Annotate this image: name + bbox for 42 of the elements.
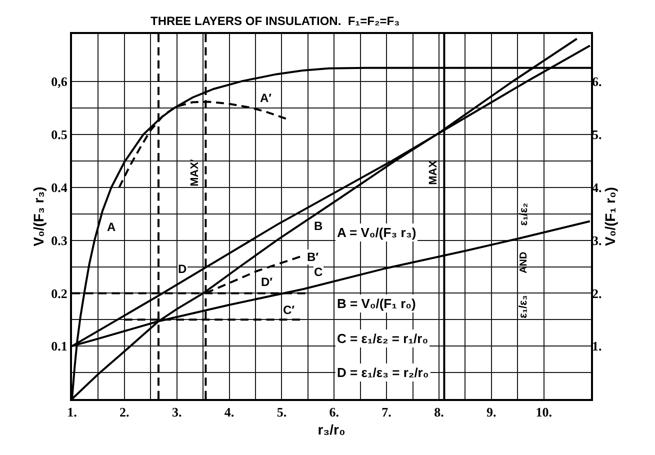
y-tick-label: 0.4 — [51, 180, 68, 195]
ref-line-label: MAX′ — [188, 158, 201, 186]
series-label: B′ — [307, 250, 319, 264]
annotation: ε₁/ε₃ — [517, 295, 530, 318]
y-tick-label: 0.2 — [51, 286, 68, 301]
x-tick-label: 2. — [120, 404, 130, 420]
y-tick-label: 0.1 — [51, 338, 68, 354]
x-tick-label: 5. — [276, 404, 287, 420]
y-tick-label: 0,6 — [51, 74, 68, 90]
annotation: D = ε₁/ε₃ = r₂/r₀ — [337, 365, 429, 380]
y2-tick-label: 2. — [592, 286, 602, 301]
y2-tick-label: 1. — [592, 338, 602, 354]
x-tick-label: 6. — [329, 404, 339, 420]
series-label: C′ — [283, 303, 295, 317]
y2-axis-title: V₀/(F₁ r₀) — [602, 187, 618, 246]
x-tick-label: 10. — [536, 404, 552, 420]
y-tick-label: 0.5 — [51, 127, 68, 142]
y-axis-title: V₀/(F₃ r₃) — [30, 186, 46, 246]
x-axis-title: r₃/r₀ — [318, 421, 346, 438]
y2-tick-label: 3. — [592, 232, 602, 248]
y2-tick-label: 4. — [592, 180, 602, 195]
annotation: A = V₀/(F₃ r₃) — [337, 225, 416, 240]
chart-title: THREE LAYERS OF INSULATION. F₁=F₂=F₃ — [150, 14, 400, 28]
annotation: C = ε₁/ε₂ = r₁/r₀ — [337, 331, 428, 346]
x-tick-label: 7. — [382, 404, 392, 420]
annotation: B = V₀/(F₁ r₀) — [337, 296, 416, 311]
series-label: D — [178, 262, 187, 276]
x-tick-label: 9. — [486, 404, 496, 420]
annotation: ε₁/ε₂ — [518, 202, 530, 226]
x-tick-label: 4. — [224, 404, 234, 420]
series-label: D′ — [261, 275, 273, 289]
x-tick-label: 1. — [67, 404, 77, 420]
series-label: C — [314, 265, 323, 279]
y2-tick-label: 5. — [592, 127, 602, 142]
x-tick-label: 8. — [434, 404, 444, 420]
series-label: A — [107, 220, 116, 234]
ref-line-label: MAX — [428, 160, 440, 185]
series-label: A′ — [260, 91, 272, 105]
x-tick-label: 3. — [172, 404, 182, 420]
y-tick-label: 0.3 — [51, 232, 68, 248]
series-label: B — [314, 219, 323, 233]
annotation: AND — [518, 252, 530, 274]
